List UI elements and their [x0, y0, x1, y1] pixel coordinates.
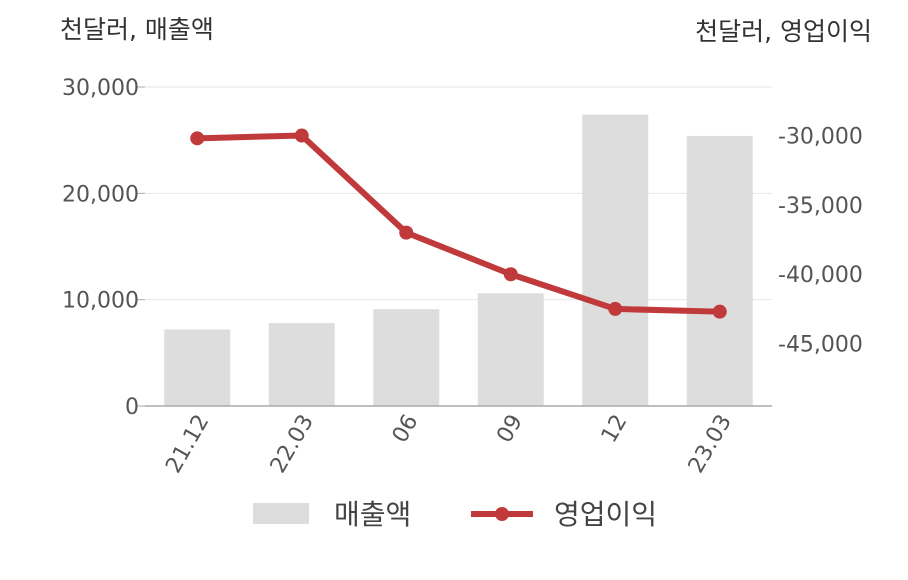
- right-axis-unit-label: 천달러, 영업이익: [695, 17, 872, 46]
- left-tick-label: 20,000: [62, 182, 139, 207]
- left-tick-label: 0: [125, 395, 139, 420]
- left-tick-label: 10,000: [62, 289, 139, 314]
- line-path: [194, 132, 723, 315]
- right-tick-label: -40,000: [778, 263, 863, 288]
- bar-series: [164, 114, 753, 406]
- line-series: [190, 128, 727, 319]
- right-tick-label: -35,000: [778, 194, 863, 219]
- gridlines: [145, 86, 772, 301]
- legend: 매출액 영업이익: [253, 498, 657, 531]
- x-tick-label: 22.03: [266, 411, 319, 478]
- bar-21.12: [164, 329, 231, 406]
- left-tick-label: 30,000: [62, 76, 139, 101]
- x-tick-label: 21.12: [161, 411, 214, 478]
- bar-06: [373, 309, 440, 406]
- left-axis-ticks: 0 10,000 20,000 30,000: [62, 76, 145, 420]
- x-tick-label: 12: [597, 411, 633, 448]
- line-point-09: [503, 267, 518, 282]
- right-tick-label: -30,000: [778, 125, 863, 150]
- line-point-21.12: [190, 131, 205, 146]
- right-tick-label: -45,000: [778, 333, 863, 358]
- line-point-23.03: [712, 304, 727, 319]
- legend-swatch-marker: [495, 507, 509, 521]
- legend-label-bar: 매출액: [334, 498, 411, 531]
- legend-label-line: 영업이익: [554, 498, 657, 531]
- legend-swatch-bar: [253, 503, 309, 524]
- bar-12: [582, 114, 649, 406]
- x-tick-label: 09: [492, 411, 528, 448]
- line-point-12: [608, 301, 623, 316]
- bar-22.03: [268, 323, 335, 406]
- x-tick-label: 06: [388, 411, 424, 448]
- left-axis-unit-label: 천달러, 매출액: [60, 15, 214, 44]
- bar-23.03: [686, 135, 753, 406]
- x-tick-label: 23.03: [684, 411, 737, 478]
- bar-09: [477, 293, 544, 406]
- right-axis-ticks: -30,000 -35,000 -40,000 -45,000: [778, 125, 863, 358]
- x-axis-ticks: 21.12 22.03 06 09 12 23.03: [161, 411, 737, 478]
- line-point-06: [399, 225, 414, 240]
- line-point-22.03: [294, 128, 309, 143]
